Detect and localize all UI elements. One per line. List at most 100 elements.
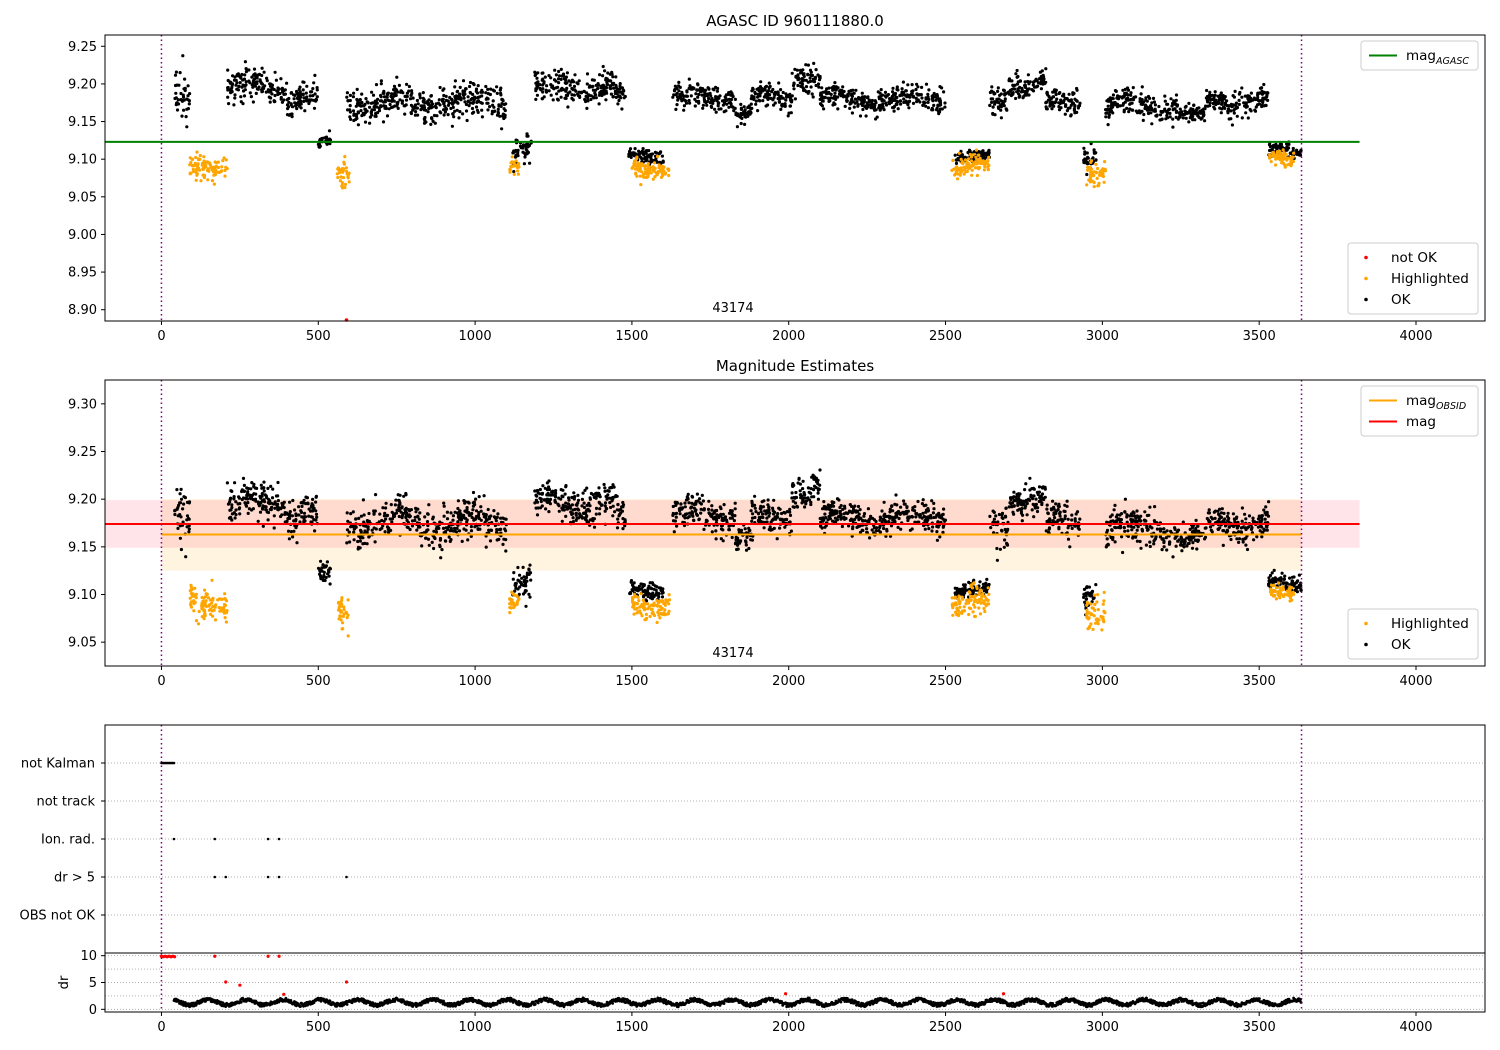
data-point <box>586 507 590 511</box>
data-point <box>1283 153 1287 157</box>
data-point <box>495 538 499 542</box>
data-point <box>285 81 289 85</box>
data-point <box>1268 156 1272 160</box>
data-point <box>990 85 994 89</box>
data-point <box>409 111 413 116</box>
data-point <box>277 87 281 91</box>
data-point <box>611 75 615 79</box>
data-point <box>324 135 329 139</box>
data-point <box>594 96 598 100</box>
data-point <box>609 92 614 96</box>
data-point <box>225 167 229 171</box>
data-point <box>346 99 350 103</box>
data-point <box>1244 102 1248 106</box>
data-point <box>388 102 392 107</box>
data-point <box>1181 116 1185 120</box>
data-point <box>301 92 305 96</box>
data-point <box>997 106 1001 110</box>
data-point <box>719 537 723 541</box>
data-point <box>1180 110 1184 114</box>
data-point <box>864 104 869 108</box>
data-point <box>982 168 987 172</box>
data-point <box>649 157 653 161</box>
data-point <box>975 162 979 166</box>
data-point <box>226 78 230 83</box>
data-point <box>739 539 743 543</box>
data-point <box>432 529 436 533</box>
data-point <box>398 493 402 497</box>
data-point <box>513 589 517 593</box>
data-point <box>891 90 895 94</box>
data-point <box>345 511 349 515</box>
data-point <box>455 89 460 93</box>
data-point <box>918 100 922 104</box>
data-point <box>209 165 213 169</box>
data-point <box>884 103 889 107</box>
data-point <box>541 83 545 87</box>
data-point <box>892 109 896 113</box>
data-point <box>229 489 233 493</box>
data-point <box>379 82 383 86</box>
data-point <box>696 95 700 99</box>
data-point <box>516 169 520 173</box>
data-point <box>839 94 843 98</box>
data-point <box>1055 97 1059 101</box>
data-point <box>749 97 753 101</box>
data-point <box>488 539 493 543</box>
data-point <box>577 79 581 83</box>
data-point <box>1193 118 1197 122</box>
data-point <box>553 500 557 504</box>
data-point <box>913 509 917 513</box>
data-point <box>447 535 451 539</box>
data-point <box>443 110 447 114</box>
data-point <box>927 88 931 92</box>
data-point <box>1265 95 1269 99</box>
data-point <box>853 504 857 508</box>
data-point <box>345 91 349 95</box>
data-point <box>1291 146 1295 151</box>
data-point <box>814 68 818 72</box>
data-point <box>394 511 399 515</box>
data-point <box>374 114 378 118</box>
data-point <box>603 486 607 490</box>
data-point <box>768 84 772 88</box>
data-point <box>418 511 422 515</box>
data-point <box>1168 111 1172 115</box>
data-point <box>571 98 575 102</box>
data-point <box>903 502 907 506</box>
data-point <box>470 106 475 111</box>
data-point <box>809 491 813 495</box>
data-point <box>292 529 296 533</box>
data-point <box>479 509 483 513</box>
data-point <box>1211 97 1215 101</box>
data-point <box>557 69 561 74</box>
data-point <box>567 498 571 502</box>
data-point <box>902 499 906 503</box>
data-point <box>414 110 418 114</box>
data-point <box>390 517 394 521</box>
data-point <box>267 95 271 99</box>
data-point <box>413 515 417 519</box>
data-point <box>559 488 563 492</box>
data-point <box>677 507 682 511</box>
data-point <box>924 96 928 100</box>
data-point <box>430 102 435 106</box>
data-point <box>311 94 315 98</box>
data-point <box>913 505 917 509</box>
data-point <box>1165 110 1169 114</box>
data-point <box>653 175 657 179</box>
data-point <box>362 113 366 117</box>
data-point <box>672 530 676 534</box>
data-point <box>477 513 481 517</box>
data-point <box>541 87 545 91</box>
data-point <box>184 115 188 119</box>
data-point <box>850 97 854 101</box>
data-point <box>988 103 992 107</box>
data-point <box>374 83 379 87</box>
data-point <box>229 90 233 94</box>
data-point <box>1256 91 1260 95</box>
data-point <box>444 526 448 530</box>
data-point <box>266 518 270 522</box>
data-point <box>1044 67 1048 71</box>
data-point <box>352 118 356 123</box>
